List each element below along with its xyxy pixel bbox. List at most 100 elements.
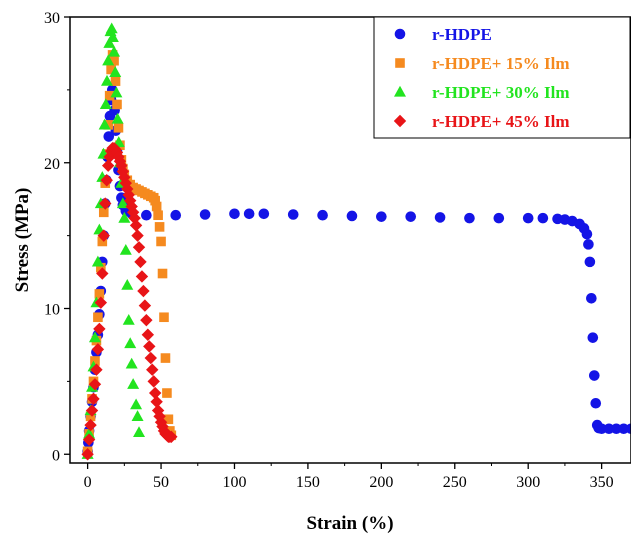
data-point: [129, 219, 143, 232]
x-tick-label: 50: [153, 474, 169, 491]
data-point: [317, 209, 328, 221]
data-point: [103, 37, 116, 48]
data-point: [98, 118, 111, 130]
data-point: [141, 328, 155, 341]
data-point: [134, 255, 147, 269]
data-point: [108, 45, 121, 57]
data-point: [154, 222, 165, 232]
x-tick-label: 250: [443, 474, 467, 491]
data-point: [148, 386, 162, 400]
data-point: [159, 312, 169, 323]
data-point: [165, 430, 178, 443]
y-axis-label: Stress (MPa): [12, 188, 33, 293]
data-point: [141, 209, 152, 221]
data-point: [91, 255, 104, 267]
data-point: [150, 395, 163, 408]
data-point: [464, 212, 475, 224]
data-point: [127, 378, 140, 389]
data-point: [625, 423, 631, 435]
data-point: [537, 212, 549, 224]
x-tick-label: 200: [369, 474, 393, 491]
data-point: [121, 278, 134, 290]
data-point: [229, 208, 240, 220]
data-point: [87, 392, 100, 406]
data-point: [144, 351, 157, 365]
data-point: [103, 120, 113, 130]
y-tick-label: 10: [44, 302, 60, 319]
data-point: [113, 122, 124, 133]
data-point: [100, 174, 113, 187]
data-point: [106, 31, 119, 43]
x-tick-label: 150: [296, 474, 320, 491]
data-point: [91, 343, 105, 356]
data-point: [590, 397, 602, 409]
series-3: [81, 22, 146, 459]
x-tick-label: 100: [222, 474, 246, 491]
data-point: [125, 357, 138, 369]
data-point: [101, 74, 114, 86]
data-point: [522, 212, 534, 224]
data-point: [143, 340, 156, 353]
data-point: [102, 54, 115, 66]
data-point: [434, 212, 446, 223]
data-point: [93, 312, 103, 323]
y-tick-label: 20: [44, 156, 60, 173]
data-point: [94, 296, 108, 309]
data-point: [493, 212, 505, 224]
data-point: [96, 267, 109, 280]
data-markers: [81, 22, 631, 461]
data-point: [163, 414, 174, 425]
data-point: [99, 98, 112, 110]
data-point: [96, 262, 106, 273]
legend-label: r-HDPE+ 15% Ilm: [432, 54, 570, 73]
data-point: [103, 131, 115, 142]
data-point: [94, 289, 105, 299]
data-point: [588, 370, 600, 381]
data-point: [405, 211, 417, 222]
data-point: [110, 76, 121, 86]
data-point: [157, 268, 168, 279]
data-point: [81, 448, 94, 461]
legend-marker: [394, 28, 406, 40]
x-tick-label: 300: [516, 474, 540, 491]
legend: r-HDPE r-HDPE+ 15% Ilm r-HDPE+ 30% Ilm r-HD…: [373, 16, 631, 139]
data-point: [137, 284, 150, 298]
data-point: [90, 363, 103, 376]
data-point: [124, 337, 137, 349]
data-point: [150, 195, 160, 206]
data-point: [103, 150, 116, 164]
data-point: [118, 211, 131, 223]
data-point: [587, 332, 599, 343]
data-point: [88, 331, 101, 343]
data-point: [97, 236, 108, 247]
data-point: [583, 239, 594, 250]
data-point: [135, 270, 149, 283]
data-point: [131, 229, 144, 242]
data-point: [376, 211, 387, 222]
data-point: [287, 209, 299, 220]
data-point: [85, 404, 99, 417]
data-point: [199, 209, 211, 220]
data-point: [581, 228, 593, 240]
data-point: [138, 299, 152, 312]
plot-frame: [69, 16, 631, 464]
data-point: [97, 229, 110, 242]
data-point: [104, 90, 115, 101]
data-point: [122, 313, 135, 325]
data-point: [140, 313, 153, 327]
data-point: [130, 398, 143, 410]
data-point: [131, 410, 144, 421]
y-axis-ticks: 0 10 20 30: [44, 10, 70, 464]
data-point: [258, 208, 270, 220]
data-point: [170, 209, 182, 221]
data-point: [243, 208, 255, 220]
legend-marker: [394, 85, 406, 97]
data-point: [153, 210, 163, 221]
data-point: [147, 375, 160, 388]
data-point: [596, 423, 607, 435]
y-tick-label: 30: [44, 10, 60, 27]
data-point: [160, 353, 171, 363]
y-tick-label: 0: [52, 447, 60, 464]
legend-label: r-HDPE: [432, 25, 492, 44]
data-point: [99, 197, 112, 210]
